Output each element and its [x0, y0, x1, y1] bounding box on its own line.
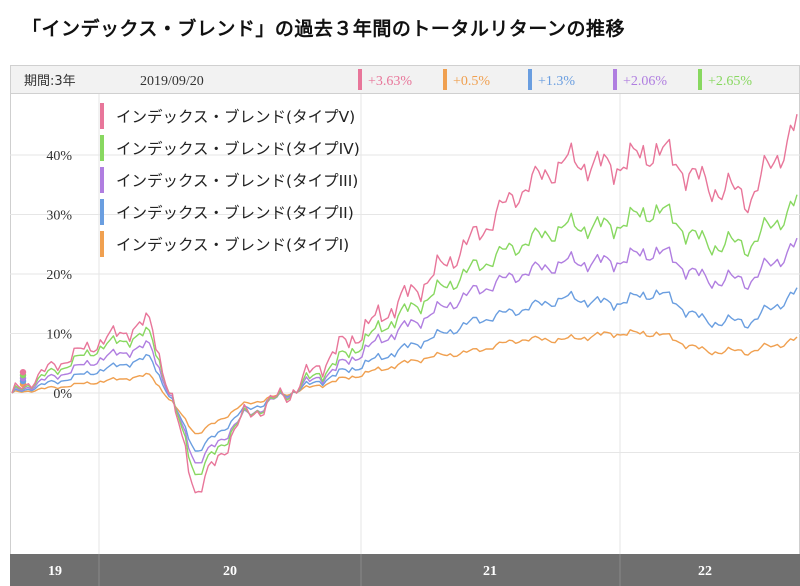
legend-label: インデックス・ブレンド(タイプI)	[116, 235, 349, 254]
legend-label: インデックス・ブレンド(タイプIV)	[116, 139, 360, 158]
chart-frame: 期間:3年 2019/09/20 +3.63% +0.5% +1.3% +2.06% +…	[10, 65, 800, 586]
change-chip-value: +3.63%	[368, 74, 412, 89]
series-lines	[11, 114, 798, 494]
period-label: 期間:3年	[24, 74, 76, 89]
change-chip-marker	[528, 69, 532, 90]
y-axis: 0% 10% 20% 30% 40%	[46, 149, 72, 402]
page-title: 「インデックス・ブレンド」の過去３年間のトータルリターンの推移	[22, 18, 625, 40]
y-tick-label: 30%	[46, 209, 72, 224]
change-chip-marker	[358, 69, 362, 90]
legend: インデックス・ブレンド(タイプV) インデックス・ブレンド(タイプIV) インデック…	[100, 103, 360, 257]
x-tick-label: 21	[483, 564, 497, 579]
chart-border	[10, 65, 800, 586]
chart-header-strip	[10, 65, 800, 94]
y-tick-label: 10%	[46, 328, 72, 343]
return-chart: 期間:3年 2019/09/20 +3.63% +0.5% +1.3% +2.06% +…	[10, 65, 800, 586]
change-chip-marker	[443, 69, 447, 90]
x-tick-label: 20	[223, 564, 237, 579]
legend-swatch	[100, 103, 104, 129]
change-chip-value: +2.65%	[708, 74, 752, 89]
legend-swatch	[100, 231, 104, 257]
series-line	[11, 194, 798, 476]
change-chip-value: +1.3%	[538, 74, 575, 89]
change-chip-value: +2.06%	[623, 74, 667, 89]
change-chip-marker	[613, 69, 617, 90]
y-tick-label: 20%	[46, 268, 72, 283]
change-chip-marker	[698, 69, 702, 90]
x-axis-bar	[10, 554, 800, 586]
legend-swatch	[100, 167, 104, 193]
x-tick-label: 22	[698, 564, 712, 579]
hover-date: 2019/09/20	[140, 74, 204, 89]
legend-label: インデックス・ブレンド(タイプIII)	[116, 171, 358, 190]
legend-swatch	[100, 199, 104, 225]
x-tick-label: 19	[48, 564, 62, 579]
change-chip-value: +0.5%	[453, 74, 490, 89]
legend-swatch	[100, 135, 104, 161]
series-line	[11, 287, 798, 452]
series-start-marker	[19, 368, 27, 376]
series-line	[11, 114, 798, 494]
series-line	[11, 329, 798, 435]
legend-label: インデックス・ブレンド(タイプII)	[116, 203, 354, 222]
y-tick-label: 40%	[46, 149, 72, 164]
legend-label: インデックス・ブレンド(タイプV)	[116, 107, 355, 126]
x-axis: 19 20 21 22	[48, 554, 712, 586]
y-tick-label: 0%	[53, 387, 72, 402]
series-line	[11, 237, 798, 464]
change-chips: +3.63% +0.5% +1.3% +2.06% +2.65%	[358, 69, 752, 90]
